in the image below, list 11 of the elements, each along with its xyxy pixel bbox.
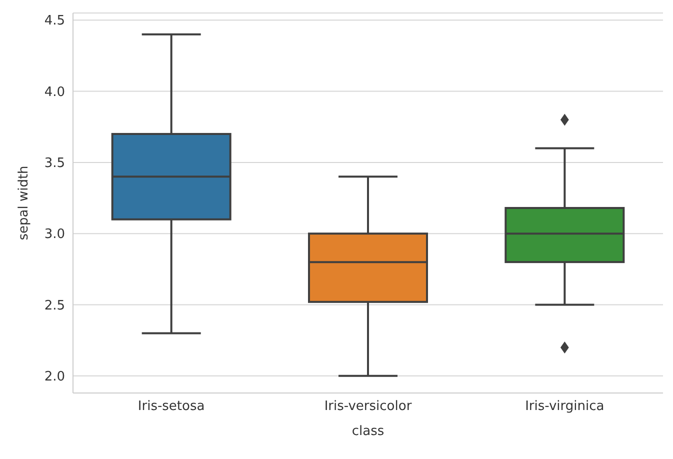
y-tick-label: 3.0	[44, 227, 65, 242]
y-tick-label: 2.5	[44, 298, 65, 314]
x-tick-label: Iris-virginica	[525, 399, 604, 414]
y-tick-label: 4.5	[44, 14, 65, 29]
y-tick-label: 2.0	[44, 370, 65, 385]
x-tick-label: Iris-versicolor	[324, 399, 412, 414]
y-axis-title: sepal width	[16, 166, 32, 240]
x-axis-title: class	[352, 424, 384, 439]
y-tick-label: 3.5	[44, 156, 65, 172]
x-tick-label: Iris-setosa	[138, 399, 205, 414]
y-tick-label: 4.0	[44, 84, 65, 100]
